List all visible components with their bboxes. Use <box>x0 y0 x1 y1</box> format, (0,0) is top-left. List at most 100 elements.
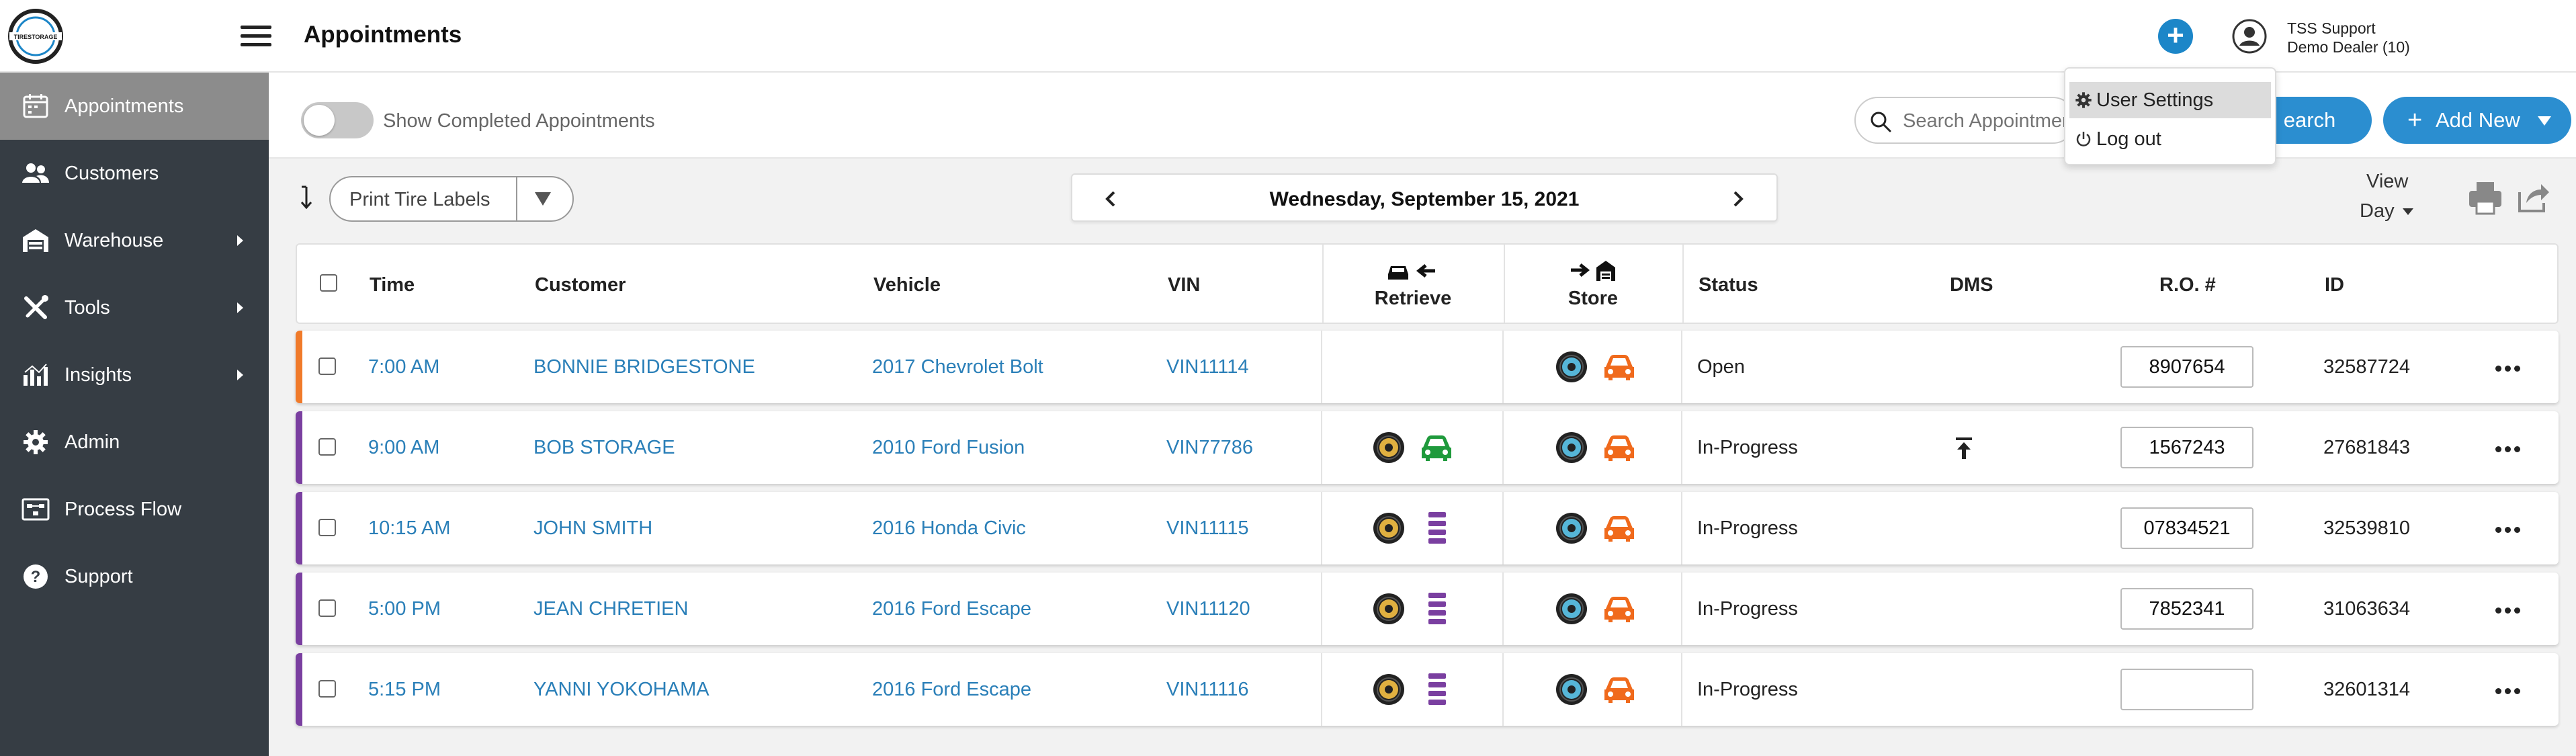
export-icon[interactable] <box>2517 180 2550 214</box>
vin-link[interactable]: VIN11116 <box>1166 679 1249 700</box>
appointment-time-link[interactable]: 9:00 AM <box>368 437 440 458</box>
more-options-icon[interactable] <box>2495 444 2525 452</box>
show-completed-label: Show Completed Appointments <box>383 110 655 132</box>
row-checkbox[interactable] <box>318 519 336 536</box>
view-select-value: Day <box>2360 200 2395 222</box>
column-header-customer[interactable]: Customer <box>535 274 626 296</box>
more-options-icon[interactable] <box>2495 363 2525 372</box>
add-new-button[interactable]: + Add New <box>2383 97 2571 144</box>
view-select[interactable]: Day <box>2360 200 2413 222</box>
appointment-time-link[interactable]: 5:15 PM <box>368 679 441 700</box>
customer-link[interactable]: JOHN SMITH <box>533 517 653 539</box>
chevron-left-icon[interactable] <box>1099 187 1123 211</box>
appointment-time-link[interactable]: 5:00 PM <box>368 598 441 620</box>
appointment-time-link[interactable]: 10:15 AM <box>368 517 451 539</box>
hamburger-menu-icon[interactable] <box>241 26 271 47</box>
vin-link[interactable]: VIN77786 <box>1166 437 1253 458</box>
storage-rack-icon[interactable] <box>1427 511 1461 544</box>
ro-number-input[interactable] <box>2120 669 2253 710</box>
column-header-vehicle[interactable]: Vehicle <box>873 274 941 296</box>
vehicle-link[interactable]: 2010 Ford Fusion <box>872 437 1025 458</box>
appointment-time-link[interactable]: 7:00 AM <box>368 356 440 378</box>
ro-number-input[interactable]: 7852341 <box>2120 588 2253 630</box>
column-header-retrieve[interactable]: Retrieve <box>1374 288 1452 309</box>
tire-blue-icon[interactable] <box>1555 592 1588 626</box>
car-store-icon[interactable] <box>1602 352 1635 386</box>
more-options-icon[interactable] <box>2495 685 2525 694</box>
sidebar-item-process-flow[interactable]: Process Flow <box>0 476 269 543</box>
user-avatar-icon[interactable] <box>2232 19 2267 54</box>
tire-blue-icon[interactable] <box>1555 431 1588 464</box>
search-field[interactable] <box>1854 97 2076 144</box>
tire-blue-icon[interactable] <box>1555 350 1588 384</box>
sidebar-item-customers[interactable]: Customers <box>0 140 269 207</box>
ro-number-input[interactable]: 07834521 <box>2120 507 2253 549</box>
quick-add-icon[interactable]: + <box>2158 19 2193 54</box>
print-tire-labels-button[interactable]: Print Tire Labels <box>329 176 574 222</box>
menu-item-user-settings[interactable]: User Settings <box>2069 82 2271 118</box>
search-input[interactable] <box>1903 105 2075 137</box>
column-header-id[interactable]: ID <box>2325 274 2344 296</box>
customer-link[interactable]: YANNI YOKOHAMA <box>533 679 710 700</box>
print-icon[interactable] <box>2467 180 2503 215</box>
tire-gold-icon[interactable] <box>1372 511 1406 545</box>
tire-gold-icon[interactable] <box>1372 592 1406 626</box>
row-checkbox[interactable] <box>318 680 336 698</box>
column-header-time[interactable]: Time <box>370 274 415 296</box>
menu-item-log-out[interactable]: Log out <box>2069 121 2271 157</box>
vehicle-link[interactable]: 2016 Ford Escape <box>872 679 1031 700</box>
more-options-icon[interactable] <box>2495 524 2525 533</box>
select-all-checkbox[interactable] <box>320 274 337 292</box>
sidebar-item-tools[interactable]: Tools <box>0 274 269 341</box>
row-checkbox[interactable] <box>318 358 336 375</box>
vehicle-link[interactable]: 2016 Ford Escape <box>872 598 1031 620</box>
sort-icon[interactable] <box>298 184 314 211</box>
column-header-dms[interactable]: DMS <box>1950 274 1993 296</box>
vin-link[interactable]: VIN11114 <box>1166 356 1249 378</box>
more-options-icon[interactable] <box>2495 605 2525 614</box>
tire-gold-icon[interactable] <box>1372 431 1406 464</box>
sidebar-item-warehouse[interactable]: Warehouse <box>0 207 269 274</box>
filter-dropdown-icon[interactable] <box>535 192 551 206</box>
vehicle-link[interactable]: 2017 Chevrolet Bolt <box>872 356 1043 378</box>
tire-gold-icon[interactable] <box>1372 673 1406 706</box>
car-store-icon[interactable] <box>1602 594 1635 628</box>
ro-number-input[interactable]: 1567243 <box>2120 427 2253 468</box>
storage-rack-icon[interactable] <box>1427 672 1461 706</box>
vehicle-link[interactable]: 2016 Honda Civic <box>872 517 1026 539</box>
customer-link[interactable]: JEAN CHRETIEN <box>533 598 689 620</box>
column-header-status[interactable]: Status <box>1699 274 1758 296</box>
row-checkbox[interactable] <box>318 599 336 617</box>
table-row[interactable]: 5:15 PM YANNI YOKOHAMA 2016 Ford Escape VIN… <box>296 653 2559 726</box>
tirestorage-logo[interactable]: TIRESTORAGE <box>7 8 65 65</box>
sidebar-item-support[interactable]: ? Support <box>0 543 269 610</box>
column-header-store[interactable]: Store <box>1568 288 1619 309</box>
chevron-down-icon[interactable] <box>2538 116 2551 126</box>
tire-blue-icon[interactable] <box>1555 673 1588 706</box>
customer-link[interactable]: BOB STORAGE <box>533 437 675 458</box>
ro-number-input[interactable]: 8907654 <box>2120 346 2253 388</box>
sidebar-item-appointments[interactable]: Appointments <box>0 73 269 140</box>
customer-link[interactable]: BONNIE BRIDGESTONE <box>533 356 755 378</box>
car-store-icon[interactable] <box>1602 433 1635 466</box>
tire-blue-icon[interactable] <box>1555 511 1588 545</box>
car-store-icon[interactable] <box>1602 675 1635 708</box>
storage-rack-icon[interactable] <box>1427 591 1461 625</box>
chevron-right-icon[interactable] <box>1725 187 1750 211</box>
table-row[interactable]: 7:00 AM BONNIE BRIDGESTONE 2017 Chevrolet … <box>296 331 2559 403</box>
table-row[interactable]: 5:00 PM JEAN CHRETIEN 2016 Ford Escape VIN1… <box>296 573 2559 645</box>
sidebar-item-insights[interactable]: Insights <box>0 341 269 409</box>
column-header-vin[interactable]: VIN <box>1168 274 1201 296</box>
show-completed-toggle[interactable] <box>301 102 374 138</box>
vin-link[interactable]: VIN11120 <box>1166 598 1250 620</box>
column-header-ro[interactable]: R.O. # <box>2159 274 2216 296</box>
table-row[interactable]: 9:00 AM BOB STORAGE 2010 Ford Fusion VIN777… <box>296 411 2559 484</box>
row-checkbox[interactable] <box>318 438 336 456</box>
table-row[interactable]: 10:15 AM JOHN SMITH 2016 Honda Civic VIN111… <box>296 492 2559 564</box>
car-retrieve-icon[interactable] <box>1419 433 1453 466</box>
upload-dms-icon[interactable] <box>1955 437 1973 460</box>
user-info[interactable]: TSS Support Demo Dealer (10) <box>2287 19 2410 56</box>
sidebar-item-admin[interactable]: Admin <box>0 409 269 476</box>
vin-link[interactable]: VIN11115 <box>1166 517 1249 539</box>
car-store-icon[interactable] <box>1602 513 1635 547</box>
